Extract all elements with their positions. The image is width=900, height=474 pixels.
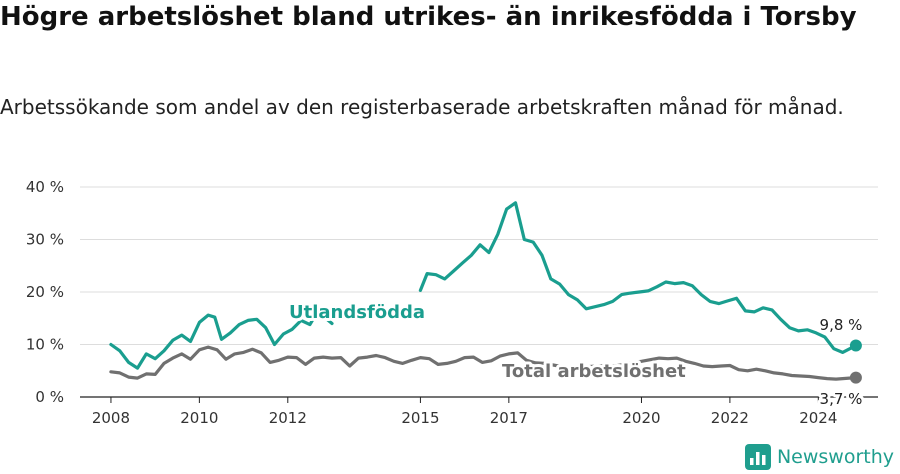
y-tick-label: 10 % xyxy=(26,336,64,354)
x-tick-label: 2012 xyxy=(269,409,307,427)
y-tick-label: 40 % xyxy=(26,178,64,196)
y-tick-label: 0 % xyxy=(35,388,64,406)
end-label-total-halo: 3,7 % xyxy=(820,390,863,408)
x-axis-ticks: 2008 2010 2012 2015 2017 2020 2022 2024 xyxy=(92,397,837,427)
x-tick-label: 2022 xyxy=(711,409,749,427)
series-label-utlandsfodda-halo: Utlandsfödda xyxy=(289,302,425,323)
series-label-utlandsfodda: Utlandsfödda xyxy=(289,302,425,323)
y-axis-ticks: 0 % 10 % 20 % 30 % 40 % xyxy=(26,178,64,406)
x-tick-label: 2008 xyxy=(92,409,130,427)
end-label-utlandsfodda-halo: 9,8 % xyxy=(820,316,863,334)
y-tick-label: 20 % xyxy=(26,283,64,301)
end-point-total xyxy=(849,371,862,384)
brand-logo: Newsworthy xyxy=(744,444,894,470)
end-label-utlandsfodda: 9,8 % xyxy=(820,316,863,334)
newsworthy-logo-icon xyxy=(744,444,771,470)
end-point-utlandsfodda xyxy=(849,339,862,352)
series-label-total: Total arbetslöshet xyxy=(502,361,686,382)
x-tick-label: 2024 xyxy=(799,409,837,427)
y-tick-label: 30 % xyxy=(26,231,64,249)
brand-name: Newsworthy xyxy=(776,446,894,468)
end-label-total: 3,7 % xyxy=(820,390,863,408)
chart-title: Högre arbetslöshet bland utrikes- än inr… xyxy=(0,2,857,32)
series-line-total xyxy=(109,345,858,381)
series-lines xyxy=(109,201,862,384)
x-tick-label: 2010 xyxy=(180,409,218,427)
series-label-total-halo: Total arbetslöshet xyxy=(502,361,686,382)
chart-subtitle: Arbetssökande som andel av den registerb… xyxy=(0,95,844,119)
series-line-utlandsfodda xyxy=(109,313,334,370)
x-tick-label: 2015 xyxy=(401,409,439,427)
grid-lines xyxy=(80,186,878,398)
x-tick-label: 2020 xyxy=(622,409,660,427)
x-tick-label: 2017 xyxy=(490,409,528,427)
series-line-utlandsfodda xyxy=(418,201,858,354)
